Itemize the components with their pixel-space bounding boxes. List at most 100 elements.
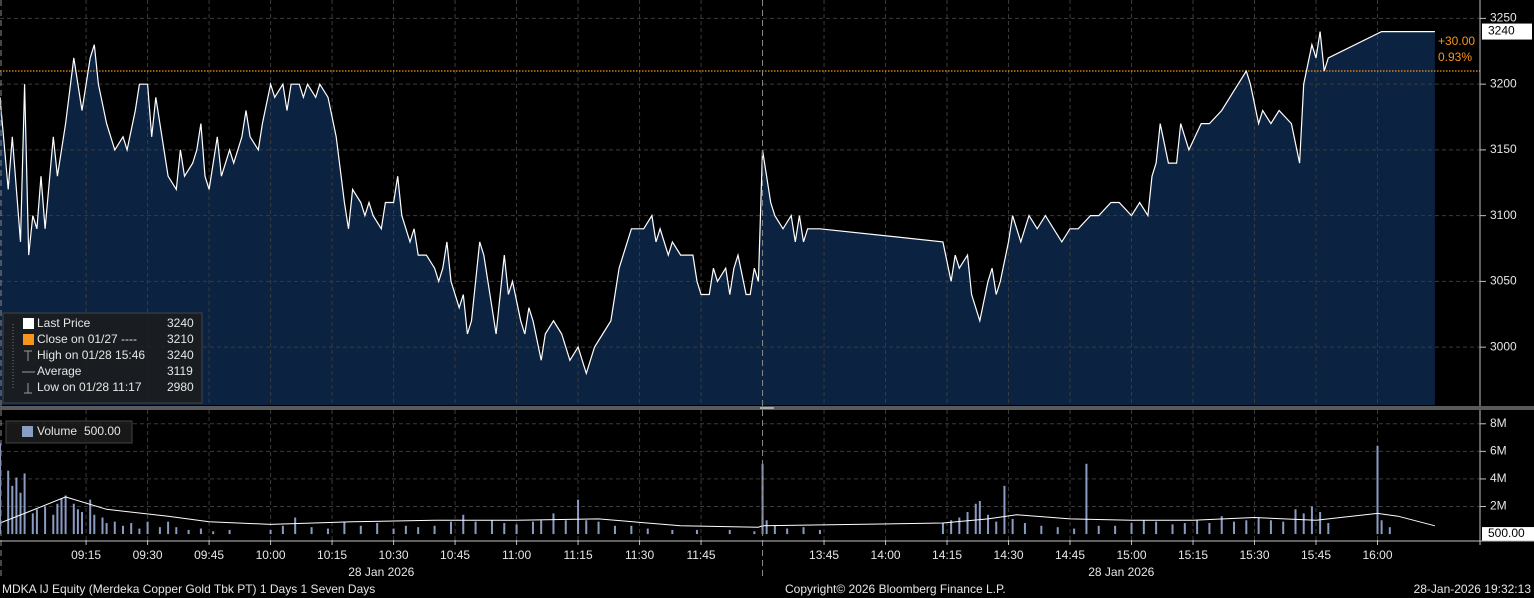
x-tick-label: 14:30 — [994, 548, 1024, 562]
last-volume-tag-label: 500.00 — [1488, 526, 1525, 540]
volume-bar — [1282, 521, 1285, 535]
legend-label: Close on 01/27 ---- — [37, 332, 137, 346]
volume-bar — [1376, 445, 1379, 535]
volume-bar — [294, 517, 297, 535]
change-pct-label: 0.93% — [1438, 50, 1472, 64]
volume-bar — [376, 523, 379, 535]
volume-bar — [474, 521, 477, 535]
volume-bar — [531, 521, 534, 535]
legend-swatch — [22, 426, 33, 437]
volume-bar — [1327, 523, 1330, 535]
volume-bar — [121, 525, 124, 535]
volume-bar — [158, 527, 161, 535]
legend-glyph — [24, 350, 32, 361]
volume-bar — [167, 521, 170, 535]
volume-bar — [113, 521, 116, 535]
volume-bar — [818, 529, 821, 535]
volume-bar — [1233, 521, 1236, 535]
volume-bar — [1056, 527, 1059, 535]
y-tick-label: 8M — [1490, 416, 1507, 430]
x-tick-label: 10:00 — [256, 548, 286, 562]
volume-bar — [269, 529, 272, 535]
volume-bar — [1380, 520, 1383, 535]
x-tick-label: 15:45 — [1301, 548, 1331, 562]
volume-bar — [64, 495, 67, 535]
legend-value: 3240 — [167, 316, 194, 330]
volume-bar — [462, 514, 465, 535]
volume-bar — [0, 443, 1, 535]
volume-bar — [753, 531, 756, 535]
volume-bar — [786, 528, 789, 535]
text-layer: 3000 3050 3100 3150 3200 3250 +30.00 0.93% 3240 L… — [0, 0, 1534, 579]
volume-bar — [1040, 525, 1043, 535]
x-date-label: 28 Jan 2026 — [1088, 565, 1154, 579]
volume-bar — [31, 513, 34, 535]
y-tick-label: 3250 — [1490, 11, 1517, 25]
volume-bar — [15, 477, 18, 535]
x-tick-label: 15:15 — [1178, 548, 1208, 562]
volume-bar — [773, 525, 776, 535]
volume-bar — [326, 528, 329, 535]
volume-bar — [11, 485, 14, 535]
volume-bar — [1220, 516, 1223, 535]
y-tick-label: 4M — [1490, 471, 1507, 485]
legend-label: High on 01/28 15:46 — [37, 348, 145, 362]
volume-bar — [199, 528, 202, 535]
volume-average-line — [0, 496, 1436, 528]
volume-bar — [52, 514, 55, 535]
volume-bar — [978, 500, 981, 535]
volume-bar — [359, 525, 362, 535]
volume-bar — [974, 503, 977, 535]
volume-bar — [93, 514, 96, 535]
volume-bar — [1003, 485, 1006, 535]
volume-bar — [228, 529, 231, 535]
volume-bar — [76, 509, 79, 535]
footer-bar — [0, 580, 1534, 598]
volume-bar — [343, 521, 346, 535]
footer-timestamp: 28-Jan-2026 19:32:13 — [1414, 582, 1532, 596]
x-tick-label: 15:30 — [1239, 548, 1269, 562]
volume-bar — [490, 520, 493, 535]
volume-bar — [404, 525, 407, 535]
x-tick-label: 10:45 — [440, 548, 470, 562]
y-tick-label: 6M — [1490, 444, 1507, 458]
volume-bar — [35, 509, 38, 535]
footer-copyright: Copyright© 2026 Bloomberg Finance L.P. — [785, 582, 1006, 596]
legend-swatch — [23, 318, 34, 329]
volume-bar — [1294, 509, 1297, 535]
legend-label: Last Price — [37, 316, 91, 330]
y-tick-label: 3200 — [1490, 76, 1517, 90]
y-tick-label: 3000 — [1490, 339, 1517, 353]
volume-bar — [671, 529, 674, 535]
x-date-label: 28 Jan 2026 — [348, 565, 414, 579]
volume-bar — [941, 523, 944, 535]
volume-bar — [695, 529, 698, 535]
volume-bar — [995, 521, 998, 535]
legend-value: 3240 — [167, 348, 194, 362]
volume-bar — [187, 529, 190, 535]
x-tick-label: 13:45 — [809, 548, 839, 562]
volume-bar — [564, 520, 567, 535]
x-tick-label: 11:45 — [686, 548, 715, 562]
volume-bar — [761, 463, 764, 535]
legend-value: 500.00 — [84, 424, 121, 438]
x-tick-label: 14:45 — [1055, 548, 1085, 562]
volume-bar — [1097, 525, 1100, 535]
x-tick-label: 09:15 — [71, 548, 101, 562]
legend-label: Low on 01/28 11:17 — [37, 380, 142, 394]
volume-bar — [1257, 517, 1260, 535]
last-volume-tag — [1482, 527, 1534, 542]
price-line — [0, 31, 1435, 376]
volume-bar — [585, 520, 588, 535]
x-tick-label: 14:15 — [932, 548, 962, 562]
volume-bar — [7, 470, 10, 535]
volume-bar — [281, 525, 284, 535]
volume-bar — [1130, 523, 1133, 535]
volume-bar — [966, 512, 969, 535]
panel-divider-handle — [760, 407, 774, 409]
volume-bar — [1269, 520, 1272, 535]
x-tick-label: 11:00 — [502, 548, 531, 562]
y-tick-label: 3050 — [1490, 274, 1517, 288]
y-tick-label: 3150 — [1490, 142, 1517, 156]
grid-layer — [0, 410, 1486, 545]
